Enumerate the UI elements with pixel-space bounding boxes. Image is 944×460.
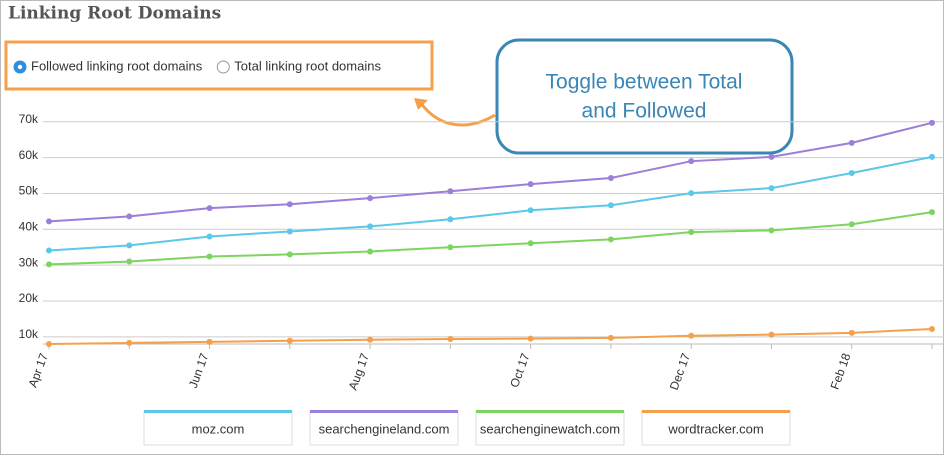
data-point bbox=[46, 261, 52, 268]
radio-label[interactable]: Total linking root domains bbox=[234, 58, 381, 73]
data-point bbox=[607, 236, 614, 243]
legend-label[interactable]: searchengineland.com bbox=[319, 421, 450, 436]
data-point bbox=[447, 216, 454, 223]
radio-label[interactable]: Followed linking root domains bbox=[31, 58, 203, 73]
data-point bbox=[929, 119, 935, 126]
legend-swatch bbox=[310, 410, 458, 413]
y-tick-label: 70k bbox=[19, 112, 39, 126]
data-point bbox=[848, 139, 855, 146]
arrow-head bbox=[414, 98, 428, 110]
data-point bbox=[286, 228, 293, 235]
data-point bbox=[46, 247, 52, 254]
data-point bbox=[46, 341, 52, 347]
legend-box[interactable] bbox=[309, 410, 459, 446]
data-point bbox=[768, 153, 775, 160]
y-tick-label: 40k bbox=[19, 219, 39, 233]
legend-label[interactable]: searchenginewatch.com bbox=[480, 421, 620, 436]
series-line bbox=[48, 121, 933, 223]
data-point bbox=[929, 325, 935, 332]
data-point bbox=[688, 332, 695, 339]
callout bbox=[495, 38, 794, 155]
data-point bbox=[367, 195, 374, 202]
radio-dot bbox=[17, 64, 23, 70]
data-point bbox=[126, 242, 133, 249]
series-line bbox=[48, 211, 933, 266]
radio[interactable] bbox=[216, 60, 230, 74]
data-point bbox=[126, 258, 133, 265]
data-point bbox=[607, 334, 614, 341]
data-point bbox=[126, 339, 133, 346]
series-line bbox=[48, 327, 933, 345]
data-point bbox=[929, 209, 935, 216]
callout-arrow bbox=[418, 101, 496, 127]
radio-group: Followed linking root domains Total linki… bbox=[13, 58, 381, 74]
data-point bbox=[527, 207, 534, 214]
title: Linking Root Domains bbox=[8, 4, 221, 24]
data-point bbox=[367, 336, 374, 343]
data-point bbox=[447, 244, 454, 251]
data-point bbox=[848, 329, 855, 336]
y-tick-label: 30k bbox=[19, 255, 39, 269]
data-point bbox=[286, 337, 293, 344]
data-point bbox=[768, 331, 775, 338]
highlight-box bbox=[4, 40, 434, 91]
callout-text: and Followed bbox=[582, 100, 707, 123]
legend-label[interactable]: wordtracker.com bbox=[667, 421, 763, 436]
data-point bbox=[206, 205, 213, 212]
y-tick-label: 10k bbox=[19, 327, 39, 341]
data-point bbox=[768, 227, 775, 234]
data-point bbox=[688, 190, 695, 197]
series-line bbox=[48, 155, 933, 252]
data-point bbox=[286, 251, 293, 258]
data-point bbox=[206, 253, 213, 260]
data-point bbox=[206, 338, 213, 345]
data-point bbox=[848, 221, 855, 228]
data-point bbox=[527, 240, 534, 247]
data-point bbox=[688, 158, 695, 165]
data-point bbox=[367, 248, 374, 255]
data-point bbox=[46, 218, 52, 225]
y-tick-label: 60k bbox=[19, 148, 39, 162]
data-point bbox=[607, 202, 614, 209]
y-tick-label: 20k bbox=[19, 291, 39, 305]
legend-box[interactable] bbox=[641, 410, 791, 446]
data-point bbox=[126, 213, 133, 220]
data-point bbox=[527, 181, 534, 188]
legend-swatch bbox=[642, 410, 790, 413]
data-point bbox=[447, 188, 454, 195]
data-point bbox=[447, 335, 454, 342]
y-tick-label: 50k bbox=[19, 184, 39, 198]
data-point bbox=[929, 153, 935, 160]
legend-swatch bbox=[476, 410, 624, 413]
data-point bbox=[688, 229, 695, 236]
data-point bbox=[848, 170, 855, 177]
legend-box[interactable] bbox=[475, 410, 625, 446]
data-point bbox=[367, 223, 374, 230]
data-point bbox=[527, 335, 534, 342]
legend-swatch bbox=[144, 410, 292, 413]
data-point bbox=[768, 185, 775, 192]
callout-text: Toggle between Total bbox=[546, 71, 743, 94]
data-point bbox=[607, 175, 614, 182]
data-point bbox=[206, 233, 213, 240]
legend-label[interactable]: moz.com bbox=[192, 421, 245, 436]
data-point bbox=[286, 201, 293, 208]
